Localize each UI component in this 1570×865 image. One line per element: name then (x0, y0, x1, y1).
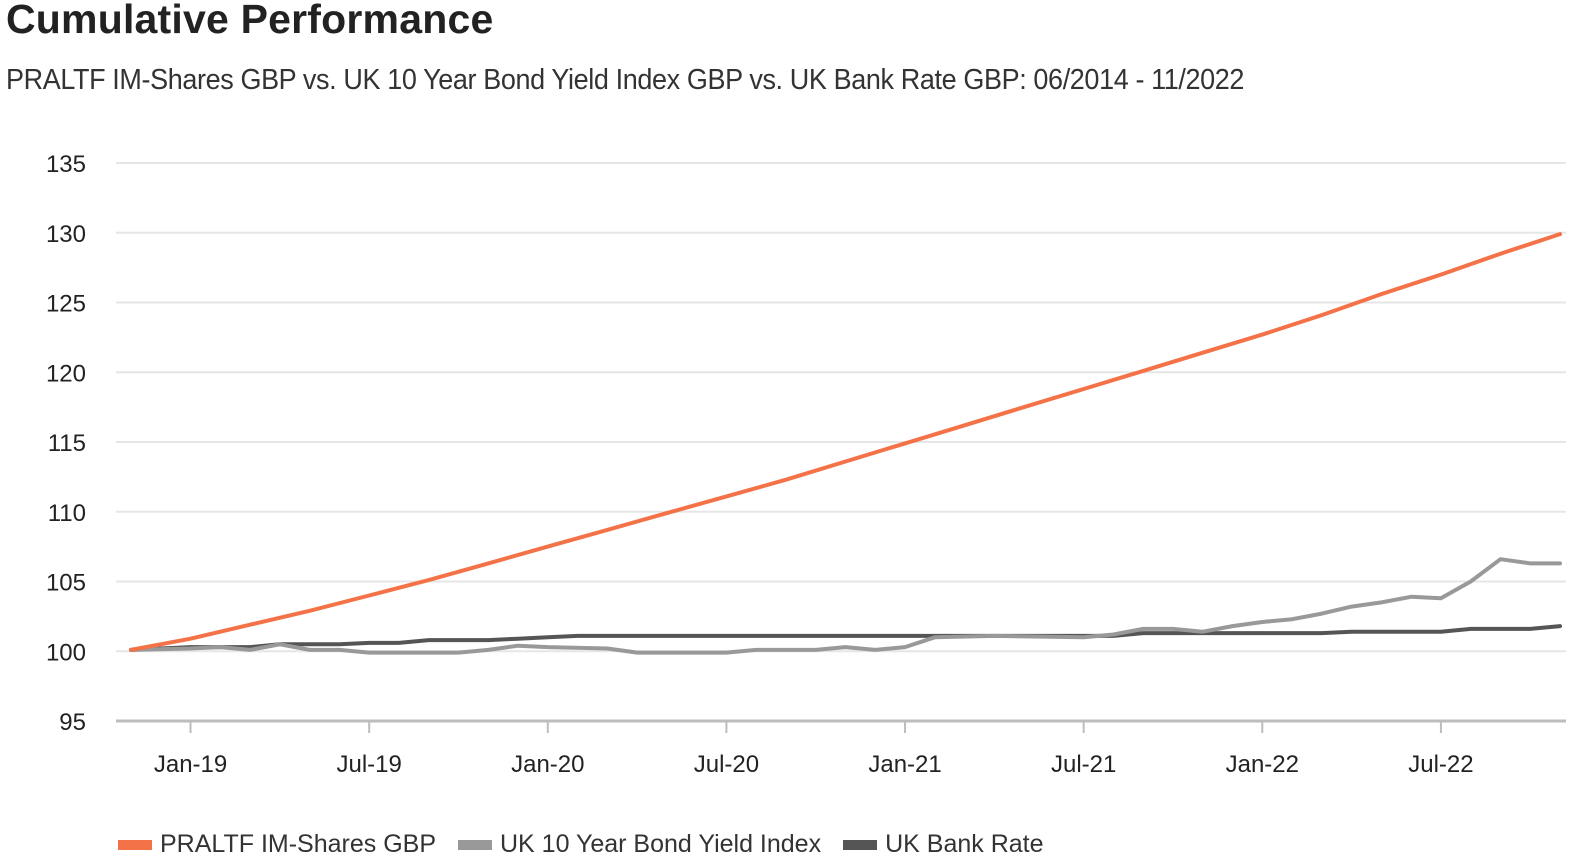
series-line (129, 557, 1562, 655)
legend-item-uk-10y[interactable]: UK 10 Year Bond Yield Index (458, 830, 821, 859)
axis-layer: 95 100 105 110 115 120 125 130 135 Jan-19 Jul-19 Ja… (46, 151, 1566, 778)
y-tick-label: 95 (59, 709, 86, 736)
x-tick-label: Jan-22 (1226, 751, 1299, 778)
y-tick-label: 110 (48, 500, 86, 527)
y-tick-label: 130 (46, 221, 86, 248)
grid-layer (116, 162, 1566, 653)
y-tick-label: 120 (46, 360, 86, 387)
x-tick-label: Jul-19 (336, 751, 401, 778)
legend-item-bank-rate[interactable]: UK Bank Rate (843, 830, 1044, 859)
y-tick-label: 125 (46, 291, 86, 318)
chart-legend: PRALTF IM-Shares GBP UK 10 Year Bond Yie… (118, 830, 1066, 859)
legend-label-bank-rate: UK Bank Rate (885, 830, 1044, 858)
legend-swatch-praltf (118, 839, 152, 850)
x-tick-label: Jan-19 (154, 751, 227, 778)
line-chart: 95 100 105 110 115 120 125 130 135 Jan-19 Jul-19 Ja… (46, 151, 1566, 778)
y-tick-label: 100 (46, 639, 86, 666)
legend-swatch-uk-10y (458, 839, 492, 850)
series-layer (129, 232, 1562, 655)
legend-swatch-bank-rate (843, 839, 878, 850)
legend-label-praltf: PRALTF IM-Shares GBP (160, 830, 436, 858)
chart-subtitle: PRALTF IM-Shares GBP vs. UK 10 Year Bond… (6, 64, 1245, 96)
chart-title: Cumulative Performance (6, 0, 494, 42)
x-tick-label: Jan-21 (868, 751, 941, 778)
x-tick-label: Jul-20 (694, 751, 759, 778)
x-tick-label: Jul-22 (1408, 751, 1473, 778)
y-tick-label: 115 (48, 430, 86, 457)
x-tick-label: Jul-21 (1051, 751, 1116, 778)
y-tick-label: 135 (46, 151, 86, 178)
legend-item-praltf[interactable]: PRALTF IM-Shares GBP (118, 830, 436, 859)
series-line (129, 232, 1562, 652)
legend-label-uk-10y: UK 10 Year Bond Yield Index (500, 830, 822, 858)
y-tick-label: 105 (46, 570, 86, 597)
x-tick-label: Jan-20 (511, 751, 584, 778)
